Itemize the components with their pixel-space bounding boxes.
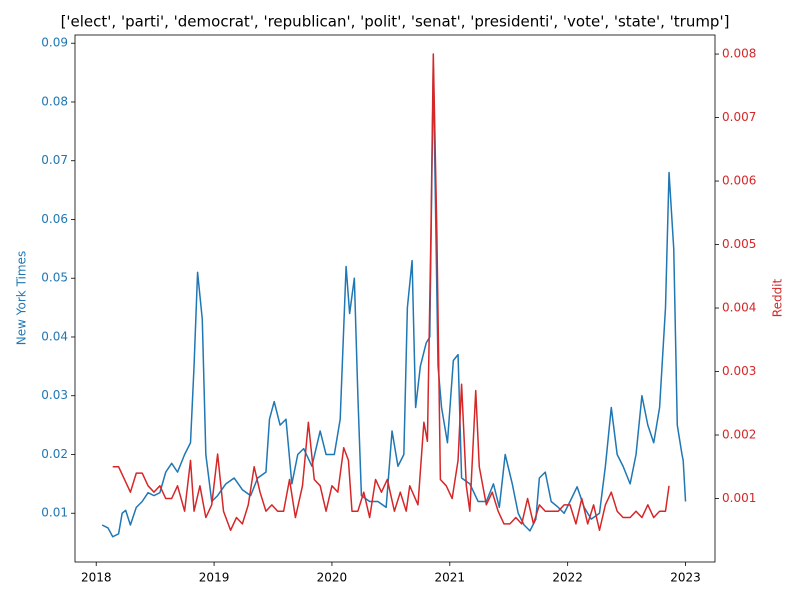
y2-tick-label: 0.003: [722, 364, 756, 378]
y2-tick-label: 0.007: [722, 110, 756, 124]
y-tick-label: 0.02: [41, 447, 68, 461]
y-tick-label: 0.06: [41, 212, 68, 226]
x-tick-label: 2020: [317, 571, 348, 585]
plot-frame: [74, 34, 716, 563]
y2-tick-label: 0.001: [722, 491, 756, 505]
chart-title: ['elect', 'parti', 'democrat', 'republic…: [61, 13, 730, 31]
y-tick-label: 0.01: [41, 506, 68, 520]
y2-tick-label: 0.006: [722, 174, 756, 188]
line-series: [101, 65, 687, 538]
y2-tick-label: 0.005: [722, 237, 756, 251]
y-tick-label: 0.09: [41, 36, 68, 50]
y2-tick-label: 0.008: [722, 47, 756, 61]
y-axis-label: New York Times: [15, 251, 29, 345]
x-tick-label: 2023: [670, 571, 701, 585]
y-tick-label: 0.05: [41, 271, 68, 285]
line-series: [112, 53, 670, 531]
y-tick-label: 0.04: [41, 329, 68, 343]
y2-tick-label: 0.002: [722, 428, 756, 442]
y2-tick-label: 0.004: [722, 301, 756, 315]
y-tick-label: 0.03: [41, 388, 68, 402]
y-tick-label: 0.08: [41, 94, 68, 108]
x-tick-label: 2019: [199, 571, 230, 585]
x-tick-label: 2022: [552, 571, 583, 585]
y2-axis-label: Reddit: [771, 278, 785, 317]
x-tick-label: 2018: [81, 571, 112, 585]
y-tick-label: 0.07: [41, 153, 68, 167]
x-tick-label: 2021: [435, 571, 466, 585]
